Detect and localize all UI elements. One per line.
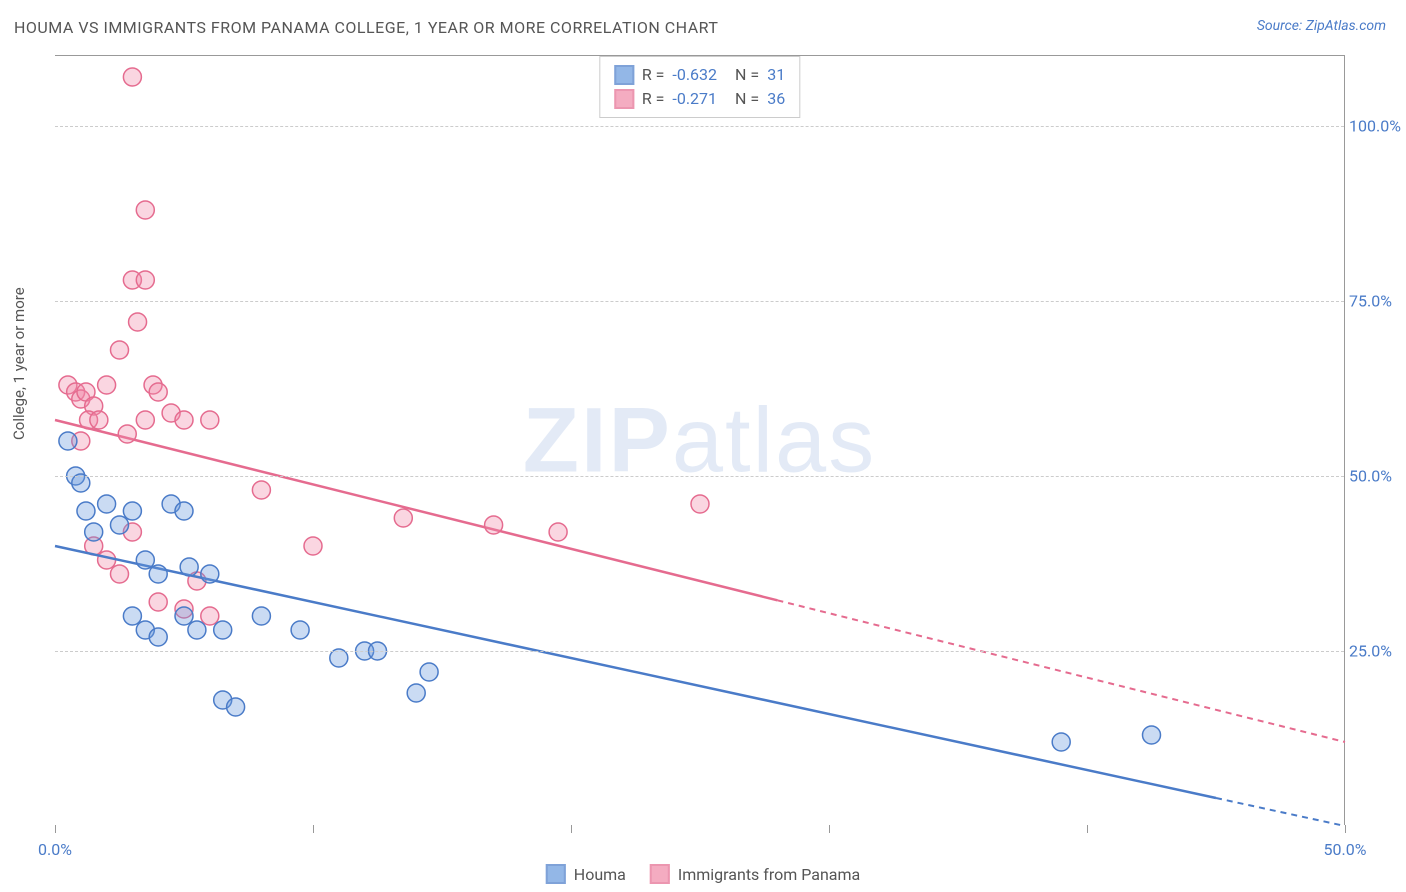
data-point bbox=[111, 565, 129, 583]
data-point bbox=[180, 558, 198, 576]
data-point bbox=[136, 551, 154, 569]
data-point bbox=[90, 411, 108, 429]
data-point bbox=[214, 621, 232, 639]
data-point bbox=[136, 271, 154, 289]
data-point bbox=[1052, 733, 1070, 751]
data-point bbox=[1143, 726, 1161, 744]
chart-container: HOUMA VS IMMIGRANTS FROM PANAMA COLLEGE,… bbox=[0, 0, 1406, 892]
source-link[interactable]: Source: ZipAtlas.com bbox=[1257, 18, 1386, 34]
data-point bbox=[118, 425, 136, 443]
x-tick bbox=[1345, 825, 1346, 833]
x-tick bbox=[829, 825, 830, 833]
legend-swatch-panama bbox=[650, 864, 670, 884]
data-point bbox=[175, 502, 193, 520]
plot-area: ZIPatlas R = -0.632 N = 31 R = -0.271 N … bbox=[55, 55, 1345, 825]
legend-item-panama: Immigrants from Panama bbox=[650, 864, 860, 884]
y-axis-label: College, 1 year or more bbox=[10, 287, 28, 440]
data-point bbox=[59, 432, 77, 450]
data-point bbox=[227, 698, 245, 716]
data-point bbox=[291, 621, 309, 639]
gridline bbox=[55, 476, 1344, 477]
data-point bbox=[394, 509, 412, 527]
data-point bbox=[136, 411, 154, 429]
x-tick bbox=[571, 825, 572, 833]
data-point bbox=[98, 376, 116, 394]
chart-title: HOUMA VS IMMIGRANTS FROM PANAMA COLLEGE,… bbox=[14, 18, 718, 37]
data-point bbox=[149, 593, 167, 611]
y-tick-label: 25.0% bbox=[1349, 642, 1406, 661]
x-tick-label: 50.0% bbox=[1324, 840, 1367, 859]
trend-line-dashed bbox=[1216, 798, 1345, 826]
data-point bbox=[85, 523, 103, 541]
data-point bbox=[691, 495, 709, 513]
x-tick bbox=[1087, 825, 1088, 833]
x-tick-label: 0.0% bbox=[38, 840, 72, 859]
data-point bbox=[420, 663, 438, 681]
data-point bbox=[111, 341, 129, 359]
x-tick bbox=[55, 825, 56, 833]
y-tick-label: 50.0% bbox=[1349, 467, 1406, 486]
data-point bbox=[201, 411, 219, 429]
gridline bbox=[55, 301, 1344, 302]
data-point bbox=[252, 481, 270, 499]
data-point bbox=[123, 502, 141, 520]
gridline bbox=[55, 651, 1344, 652]
data-point bbox=[77, 502, 95, 520]
data-point bbox=[98, 495, 116, 513]
data-point bbox=[149, 383, 167, 401]
data-point bbox=[111, 516, 129, 534]
y-tick-label: 100.0% bbox=[1349, 117, 1406, 136]
data-point bbox=[149, 628, 167, 646]
data-point bbox=[136, 201, 154, 219]
legend-item-houma: Houma bbox=[546, 864, 626, 884]
legend-label: Immigrants from Panama bbox=[678, 865, 860, 884]
data-point bbox=[201, 607, 219, 625]
data-point bbox=[123, 68, 141, 86]
x-tick bbox=[313, 825, 314, 833]
y-tick-label: 75.0% bbox=[1349, 292, 1406, 311]
legend-label: Houma bbox=[574, 865, 626, 884]
data-point bbox=[201, 565, 219, 583]
legend-swatch-houma bbox=[546, 864, 566, 884]
data-point bbox=[123, 607, 141, 625]
series-legend: Houma Immigrants from Panama bbox=[546, 864, 860, 884]
scatter-plot-svg bbox=[55, 56, 1344, 825]
data-point bbox=[407, 684, 425, 702]
data-point bbox=[188, 621, 206, 639]
trend-line bbox=[55, 546, 1216, 798]
data-point bbox=[149, 565, 167, 583]
data-point bbox=[252, 607, 270, 625]
data-point bbox=[175, 607, 193, 625]
data-point bbox=[304, 537, 322, 555]
data-point bbox=[129, 313, 147, 331]
data-point bbox=[549, 523, 567, 541]
data-point bbox=[485, 516, 503, 534]
data-point bbox=[175, 411, 193, 429]
gridline bbox=[55, 126, 1344, 127]
data-point bbox=[98, 551, 116, 569]
